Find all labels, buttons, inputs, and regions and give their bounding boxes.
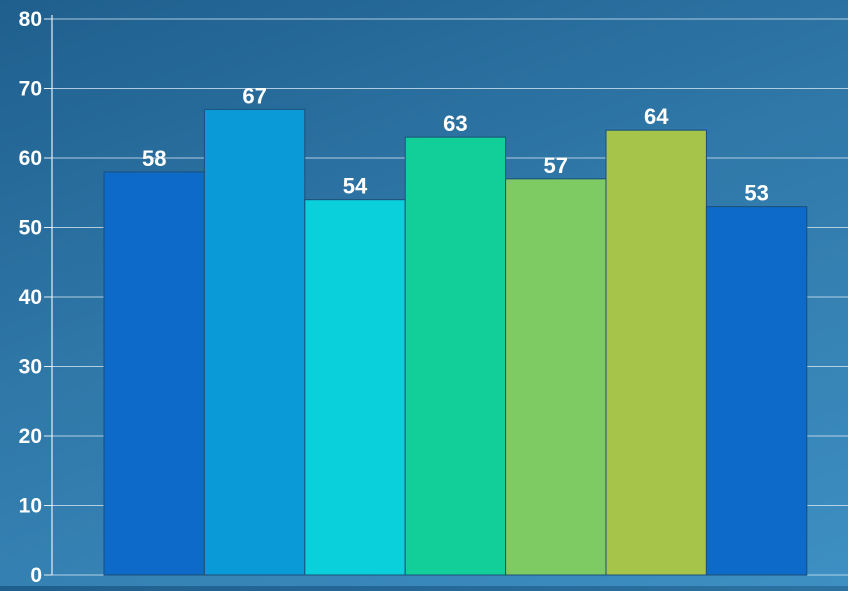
y-tick-label-80: 80	[19, 8, 42, 31]
bar-5	[505, 178, 607, 576]
y-tick-label-50: 50	[19, 217, 42, 240]
y-tick-label-40: 40	[19, 286, 42, 309]
bars	[103, 108, 808, 576]
bar-4	[404, 136, 507, 576]
data-label-5: 57	[544, 153, 568, 178]
bar-3	[304, 199, 406, 576]
data-label-3: 54	[343, 174, 368, 199]
y-axis: 0 10 20 30 40 50 60 70 80	[19, 8, 53, 587]
y-tick-label-0: 0	[30, 564, 42, 586]
y-tick-label-20: 20	[19, 425, 42, 448]
bar-6	[605, 129, 707, 576]
data-label-7: 53	[744, 181, 768, 206]
data-label-4: 63	[443, 111, 467, 136]
bar-1	[103, 171, 205, 576]
bar-2	[203, 108, 306, 576]
data-label-2: 67	[242, 83, 266, 108]
data-label-1: 58	[142, 146, 166, 171]
y-tick-label-70: 70	[19, 78, 42, 101]
y-tick-label-10: 10	[19, 495, 42, 518]
y-tick-label-30: 30	[19, 356, 42, 379]
data-labels: 58 67 54 63 57 64 53	[142, 83, 769, 205]
data-label-6: 64	[644, 104, 669, 129]
bar-7	[705, 206, 808, 576]
y-tick-label-60: 60	[19, 147, 42, 170]
